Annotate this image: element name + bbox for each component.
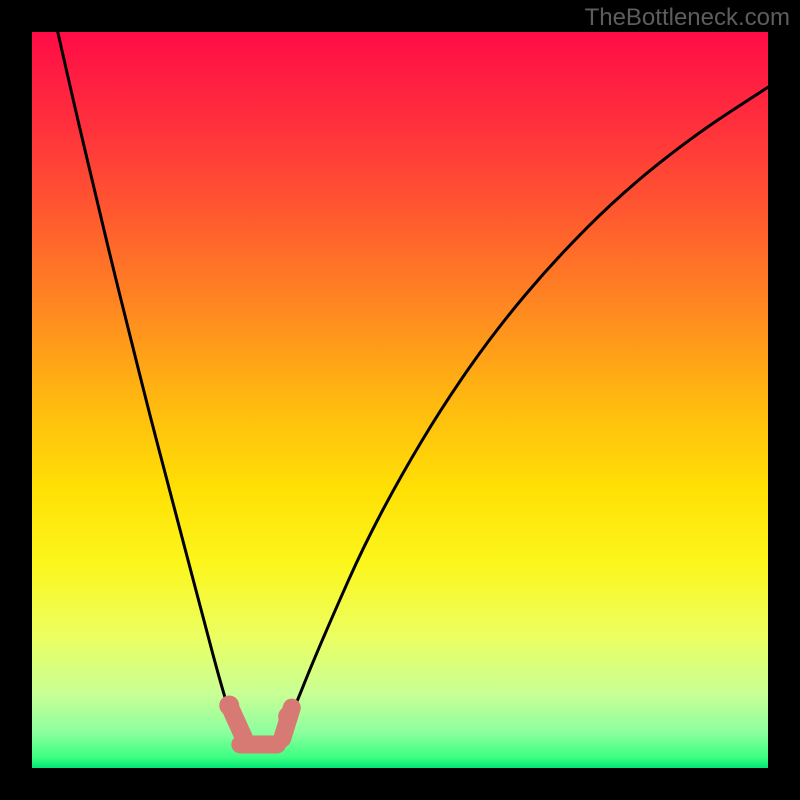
marker-right-dot: [278, 706, 298, 726]
chart-stage: TheBottleneck.com: [0, 0, 800, 800]
watermark-text: TheBottleneck.com: [585, 4, 790, 32]
gradient-background: [32, 32, 768, 768]
bottleneck-chart: [0, 0, 800, 800]
marker-left-dot: [219, 695, 239, 715]
